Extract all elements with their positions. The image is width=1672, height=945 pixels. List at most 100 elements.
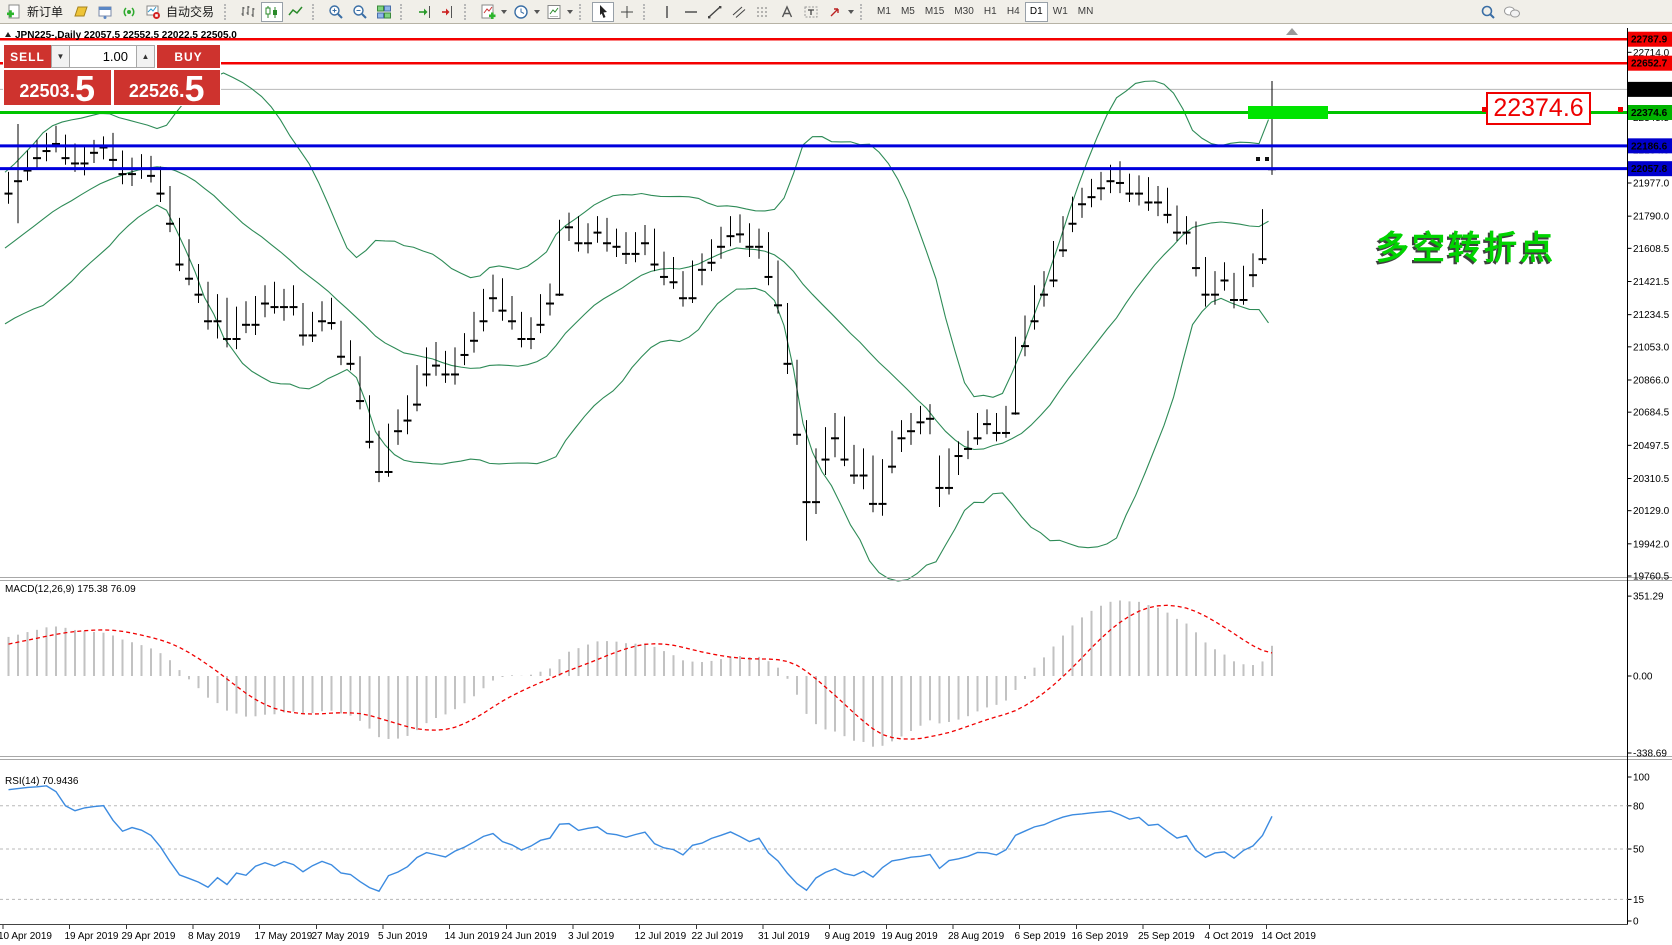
vertical-line-icon[interactable] [656,2,678,22]
timeframe-bar: M1 M5 M15 M30 H1 H4 D1 W1 MN [872,1,1098,22]
arrows-icon[interactable] [824,2,846,22]
candle [52,142,60,145]
chart-shift-marker [1286,28,1298,35]
auto-trading-button[interactable] [142,2,164,22]
volume-increase-button[interactable]: ▲ [136,45,155,68]
candle [4,192,13,195]
svg-text:22714.0: 22714.0 [1633,48,1670,59]
timeframe-D1[interactable]: D1 [1024,1,1048,22]
new-order-button[interactable] [3,2,25,22]
price-axis[interactable]: 22714.022523.522345.522164.021977.021790… [1627,31,1672,583]
buy-button[interactable]: BUY [157,45,220,68]
candle [1002,431,1010,434]
candle [593,231,602,234]
volume-decrease-button[interactable]: ▼ [51,45,70,68]
chart-shift-icon[interactable] [437,2,459,22]
svg-text:14 Jun 2019: 14 Jun 2019 [445,931,500,942]
search-icon[interactable] [1477,2,1499,22]
candle [327,322,336,325]
indicators-icon[interactable] [477,2,499,22]
templates-icon[interactable] [543,2,565,22]
candle [175,263,184,266]
svg-text:20866.0: 20866.0 [1633,375,1670,386]
trendline-icon[interactable] [704,2,726,22]
timeframe-M5[interactable]: M5 [900,6,915,17]
equidistant-channel-icon[interactable] [728,2,750,22]
macd-signal-line [8,604,1273,740]
sell-price-display[interactable]: 22503. 5 [4,70,111,107]
timeframe-H1[interactable]: H1 [983,6,997,17]
candle [973,437,982,440]
timeframe-H4[interactable]: H4 [1006,6,1020,17]
periods-clock-icon[interactable] [510,2,532,22]
arrows-dropdown-icon[interactable] [848,9,855,14]
svg-text:21608.5: 21608.5 [1633,244,1670,255]
cursor-icon[interactable] [592,1,615,22]
crosshair-icon[interactable] [616,2,638,22]
svg-text:25 Sep 2019: 25 Sep 2019 [1138,931,1195,942]
line-chart-icon[interactable] [285,2,307,22]
text-icon[interactable] [776,2,798,22]
periods-dropdown-icon[interactable] [534,9,541,14]
zoom-out-icon[interactable] [349,2,371,22]
sell-button[interactable]: SELL [4,45,51,68]
rsi-panel: RSI(14) 70.9436 100 80 50 15 0 [0,773,1650,928]
zoom-in-icon[interactable] [325,2,347,22]
chat-icon[interactable] [1501,2,1523,22]
time-axis[interactable]: 10 Apr 2019 19 Apr 2019 29 Apr 2019 8 May 2… [0,925,1316,942]
sell-price-sep: . [69,80,76,102]
timeframe-M15[interactable]: M15 [924,6,945,17]
timeframe-M30[interactable]: M30 [954,6,974,17]
candle [394,430,402,433]
timeframe-MN[interactable]: MN [1077,6,1094,17]
candle [878,502,887,505]
bar-chart-icon[interactable] [237,2,259,22]
signals-icon[interactable] [118,2,140,22]
rsi-label: RSI(14) 70.9436 [5,776,79,787]
new-order-label[interactable]: 新订单 [27,5,64,19]
svg-text:0.00: 0.00 [1633,672,1653,683]
candle [1011,412,1020,415]
candle [1040,293,1048,296]
svg-text:27 May 2019: 27 May 2019 [312,931,370,942]
price-badge [1628,105,1672,121]
horizontal-line-icon[interactable] [680,2,702,22]
candle [992,431,1001,434]
candle [1116,181,1124,184]
candle [546,302,554,305]
svg-text:12 Jul 2019: 12 Jul 2019 [635,931,687,942]
candle [242,323,250,326]
indicators-dropdown-icon[interactable] [501,9,508,14]
tile-windows-icon[interactable] [373,2,395,22]
auto-scroll-icon[interactable] [413,2,435,22]
svg-text:5 Jun 2019: 5 Jun 2019 [378,931,428,942]
candle [897,437,906,440]
svg-text:16 Sep 2019: 16 Sep 2019 [1072,931,1129,942]
candle [1078,203,1086,206]
candle [61,157,70,160]
candle [432,364,440,367]
timeframe-W1[interactable]: W1 [1052,6,1068,17]
price-badge [1628,161,1672,177]
candle [1068,222,1077,225]
text-label-icon[interactable] [800,2,822,22]
timeframe-M1[interactable]: M1 [877,6,891,17]
toolbar-grip [400,3,408,20]
candle [1173,231,1181,234]
candlestick-chart-icon[interactable] [261,1,284,22]
auto-trading-label[interactable]: 自动交易 [166,5,215,19]
buy-price-display[interactable]: 22526. 5 [113,70,220,107]
svg-text:28 Aug 2019: 28 Aug 2019 [948,931,1005,942]
svg-text:20497.5: 20497.5 [1633,441,1670,452]
templates-dropdown-icon[interactable] [567,9,574,14]
svg-text:22505.0: 22505.0 [1631,85,1668,96]
candle [1211,293,1219,296]
volume-input[interactable] [70,45,136,68]
publish-chart-icon[interactable] [94,2,116,22]
svg-text:80: 80 [1633,801,1645,812]
profile-book-icon[interactable] [70,2,92,22]
fibonacci-icon[interactable] [752,2,774,22]
price-badge [1628,55,1672,71]
svg-text:19 Apr 2019: 19 Apr 2019 [65,931,119,942]
